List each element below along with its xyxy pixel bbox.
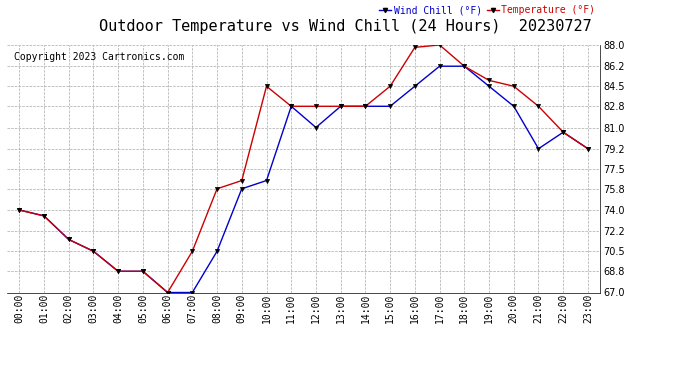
Temperature (°F) [114,269,122,273]
Wind Chill (°F) [237,186,246,191]
Wind Chill (°F) [510,104,518,108]
Temperature (°F) [164,290,172,295]
Wind Chill (°F) [584,147,592,151]
Wind Chill (°F) [114,269,122,273]
Wind Chill (°F) [534,147,542,151]
Line: Temperature (°F): Temperature (°F) [17,43,590,295]
Wind Chill (°F) [337,104,345,108]
Wind Chill (°F) [485,84,493,88]
Temperature (°F) [460,64,469,69]
Line: Wind Chill (°F): Wind Chill (°F) [17,64,590,295]
Wind Chill (°F) [65,237,73,242]
Temperature (°F) [485,78,493,82]
Wind Chill (°F) [164,290,172,295]
Wind Chill (°F) [559,130,567,135]
Temperature (°F) [213,186,221,191]
Wind Chill (°F) [287,104,295,108]
Wind Chill (°F) [89,249,97,254]
Temperature (°F) [188,249,197,254]
Temperature (°F) [15,208,23,212]
Wind Chill (°F) [15,208,23,212]
Temperature (°F) [534,104,542,108]
Wind Chill (°F) [213,249,221,254]
Temperature (°F) [510,84,518,88]
Legend: Wind Chill (°F), Temperature (°F): Wind Chill (°F), Temperature (°F) [380,5,595,15]
Temperature (°F) [262,84,270,88]
Wind Chill (°F) [435,64,444,69]
Temperature (°F) [40,214,48,218]
Temperature (°F) [386,84,394,88]
Wind Chill (°F) [460,64,469,69]
Temperature (°F) [89,249,97,254]
Temperature (°F) [411,45,419,50]
Temperature (°F) [312,104,320,108]
Temperature (°F) [584,147,592,151]
Temperature (°F) [237,178,246,183]
Wind Chill (°F) [362,104,370,108]
Wind Chill (°F) [386,104,394,108]
Wind Chill (°F) [188,290,197,295]
Wind Chill (°F) [262,178,270,183]
Temperature (°F) [287,104,295,108]
Temperature (°F) [362,104,370,108]
Wind Chill (°F) [411,84,419,88]
Temperature (°F) [65,237,73,242]
Wind Chill (°F) [139,269,147,273]
Wind Chill (°F) [312,125,320,130]
Text: Copyright 2023 Cartronics.com: Copyright 2023 Cartronics.com [14,53,184,63]
Text: Outdoor Temperature vs Wind Chill (24 Hours)  20230727: Outdoor Temperature vs Wind Chill (24 Ho… [99,19,591,34]
Temperature (°F) [559,130,567,135]
Temperature (°F) [337,104,345,108]
Temperature (°F) [435,43,444,47]
Wind Chill (°F) [40,214,48,218]
Temperature (°F) [139,269,147,273]
